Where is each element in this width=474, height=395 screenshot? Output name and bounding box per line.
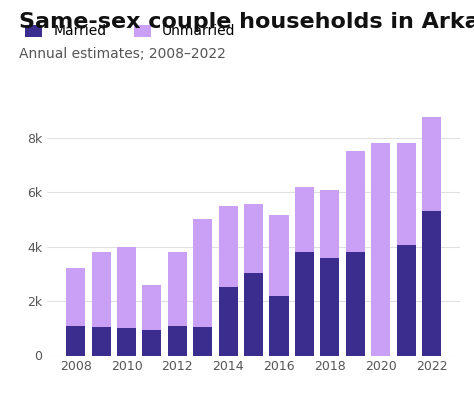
Bar bbox=[397, 245, 416, 356]
Bar bbox=[91, 327, 110, 356]
Bar bbox=[244, 273, 263, 356]
Bar bbox=[142, 330, 162, 356]
Bar bbox=[66, 269, 85, 325]
Bar bbox=[168, 252, 187, 325]
Bar bbox=[371, 143, 390, 356]
Bar bbox=[142, 285, 162, 330]
Bar bbox=[168, 325, 187, 356]
Bar bbox=[422, 117, 441, 211]
Bar bbox=[219, 206, 237, 288]
Bar bbox=[117, 328, 136, 356]
Bar bbox=[346, 151, 365, 252]
Bar bbox=[66, 325, 85, 356]
Bar bbox=[91, 252, 110, 327]
Bar bbox=[295, 187, 314, 252]
Bar bbox=[295, 252, 314, 356]
Bar bbox=[270, 295, 289, 356]
Bar bbox=[193, 220, 212, 327]
Legend: Married, Unmarried: Married, Unmarried bbox=[26, 24, 236, 38]
Bar bbox=[422, 211, 441, 356]
Bar bbox=[244, 205, 263, 273]
Bar bbox=[117, 246, 136, 328]
Bar bbox=[320, 258, 339, 356]
Bar bbox=[219, 288, 237, 356]
Bar bbox=[397, 143, 416, 245]
Bar bbox=[320, 190, 339, 258]
Bar bbox=[193, 327, 212, 356]
Bar bbox=[270, 215, 289, 295]
Bar bbox=[346, 252, 365, 356]
Text: Same-sex couple households in Arkansas: Same-sex couple households in Arkansas bbox=[19, 12, 474, 32]
Text: Annual estimates; 2008–2022: Annual estimates; 2008–2022 bbox=[19, 47, 226, 61]
